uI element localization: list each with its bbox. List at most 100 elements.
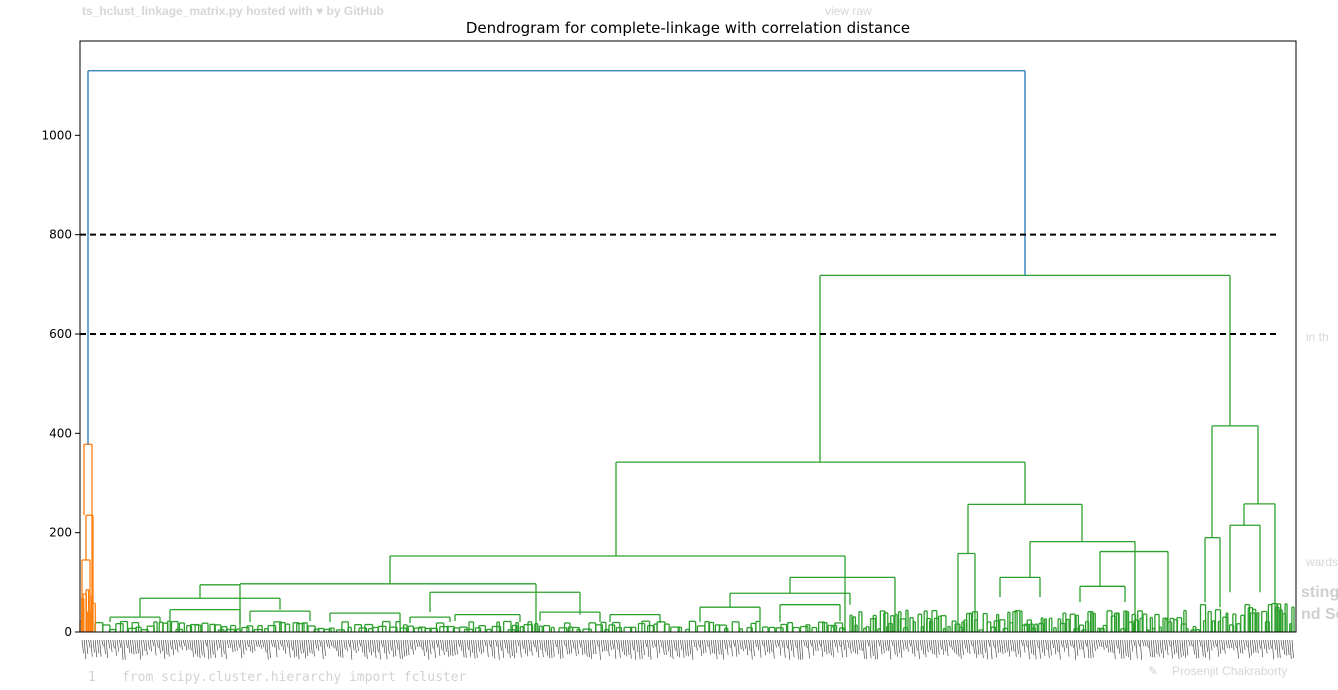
x-leaf-label <box>405 639 408 656</box>
x-leaf-label <box>440 639 443 651</box>
x-leaf-label <box>1208 639 1211 660</box>
x-leaf-label <box>277 639 280 650</box>
x-leaf-label <box>1128 639 1131 660</box>
x-leaf-label <box>710 639 713 653</box>
x-leaf-label <box>1274 639 1277 650</box>
x-leaf-label <box>853 639 856 654</box>
side-text-2: wards <box>1306 555 1338 569</box>
x-leaf-label <box>1093 639 1096 651</box>
x-leaf-label <box>1051 639 1054 649</box>
x-leaf-label <box>286 639 289 648</box>
plot-frame <box>79 40 1297 633</box>
x-leaf-label <box>900 639 903 658</box>
x-leaf-label <box>1282 639 1285 655</box>
x-leaf-label <box>609 639 612 651</box>
x-leaf-label <box>864 639 867 660</box>
x-leaf-label <box>112 639 115 649</box>
x-leaf-label <box>429 639 432 655</box>
x-leaf-label <box>757 639 760 651</box>
x-leaf-label <box>677 639 680 658</box>
x-leaf-label <box>138 639 141 660</box>
x-leaf-label <box>336 639 339 657</box>
x-leaf-label <box>1117 639 1120 654</box>
x-leaf-label <box>895 639 898 657</box>
x-leaf-label <box>1091 639 1094 658</box>
x-leaf-label <box>512 639 515 659</box>
x-leaf-label <box>222 639 225 655</box>
x-leaf-label <box>726 639 729 655</box>
x-leaf-label <box>836 639 839 653</box>
x-leaf-label <box>924 639 927 658</box>
x-leaf-label <box>1060 639 1063 648</box>
x-leaf-label <box>119 639 122 648</box>
x-leaf-label <box>134 639 137 655</box>
x-leaf-label <box>460 639 463 651</box>
x-leaf-label <box>1084 639 1087 647</box>
x-leaf-label <box>1049 639 1052 656</box>
x-leaf-label <box>211 639 214 655</box>
x-leaf-label <box>1137 639 1140 647</box>
x-leaf-label <box>444 639 447 652</box>
x-leaf-label <box>831 639 834 658</box>
x-leaf-label <box>911 639 914 654</box>
x-leaf-label <box>1216 639 1219 657</box>
x-leaf-label <box>644 639 647 648</box>
x-leaf-label <box>391 639 394 658</box>
x-leaf-label <box>1234 639 1237 648</box>
y-axis: 0 200 400 600 800 1000 <box>41 128 80 639</box>
x-leaf-label <box>310 639 313 654</box>
x-leaf-label <box>141 639 144 656</box>
x-leaf-label <box>724 639 727 650</box>
x-leaf-label <box>1010 639 1013 652</box>
x-leaf-label <box>385 639 388 660</box>
author-name[interactable]: Prosenjit Chakraborty <box>1172 664 1288 678</box>
x-leaf-label <box>774 639 777 648</box>
x-leaf-label <box>446 639 449 657</box>
x-leaf-label <box>671 639 674 660</box>
x-leaf-label <box>1148 639 1151 657</box>
y-tick-label: 400 <box>49 426 72 440</box>
x-leaf-label <box>873 639 876 660</box>
x-leaf-label <box>1014 639 1017 657</box>
x-leaf-label <box>691 639 694 660</box>
x-leaf-label <box>697 639 700 648</box>
author-icon: ✎ <box>1148 664 1159 678</box>
x-leaf-label <box>255 639 258 648</box>
x-leaf-label <box>937 639 940 655</box>
x-leaf-label <box>132 639 135 655</box>
x-leaf-label <box>638 639 641 660</box>
x-leaf-label <box>783 639 786 658</box>
x-leaf-label <box>200 639 203 656</box>
x-leaf-label <box>1040 639 1043 653</box>
x-leaf-label <box>1058 639 1061 660</box>
x-leaf-label <box>686 639 689 657</box>
x-leaf-label <box>314 639 317 649</box>
x-leaf-label <box>1021 639 1024 647</box>
x-leaf-label <box>264 639 267 653</box>
x-leaf-label <box>1254 639 1257 653</box>
x-leaf-label <box>145 639 148 655</box>
x-leaf-label <box>1245 639 1248 648</box>
x-leaf-label <box>1109 639 1112 653</box>
view-raw-link[interactable]: view raw <box>825 4 872 18</box>
x-leaf-label <box>198 639 201 659</box>
x-leaf-label <box>176 639 179 653</box>
x-leaf-label <box>625 639 628 657</box>
x-leaf-label <box>537 639 540 658</box>
x-leaf-label <box>1067 639 1070 657</box>
x-leaf-label <box>669 639 672 658</box>
x-leaf-label <box>303 639 306 659</box>
x-leaf-label <box>1177 639 1180 660</box>
x-leaf-label <box>1168 639 1171 647</box>
x-leaf-label <box>449 639 452 656</box>
x-leaf-label <box>559 639 562 660</box>
x-leaf-label <box>1124 639 1127 657</box>
x-leaf-label <box>174 639 177 650</box>
x-leaf-label <box>743 639 746 649</box>
x-leaf-label <box>862 639 865 659</box>
x-leaf-label <box>598 639 601 660</box>
x-leaf-label <box>1102 639 1105 650</box>
x-leaf-label <box>1280 639 1283 650</box>
x-leaf-label <box>1221 639 1224 650</box>
x-leaf-label <box>735 639 738 657</box>
